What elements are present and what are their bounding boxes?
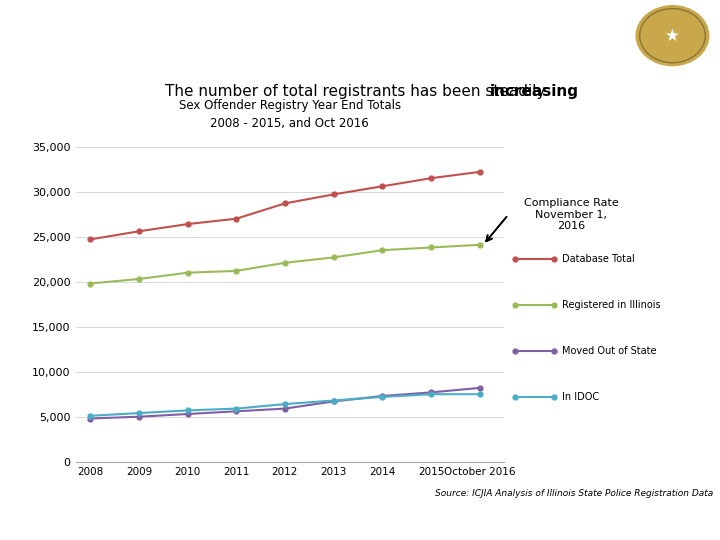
In IDOC bbox=[427, 391, 436, 397]
Text: ★: ★ bbox=[665, 26, 680, 45]
Registered in Illinois bbox=[427, 244, 436, 251]
Registered in Illinois bbox=[86, 280, 94, 287]
In IDOC bbox=[329, 397, 338, 404]
Database Total bbox=[232, 215, 240, 222]
Moved Out of State bbox=[427, 389, 436, 396]
Registered in Illinois bbox=[232, 268, 240, 274]
Text: The number of total registrants has been steadily increasing: The number of total registrants has been… bbox=[128, 84, 592, 99]
Text: The number of total registrants has been steadily: The number of total registrants has been… bbox=[165, 84, 550, 99]
In IDOC bbox=[378, 394, 387, 400]
In IDOC bbox=[184, 407, 192, 414]
Line: In IDOC: In IDOC bbox=[88, 392, 482, 418]
Moved Out of State bbox=[378, 393, 387, 399]
Database Total bbox=[135, 228, 143, 234]
Text: Compliance Rate
November 1,
2016: Compliance Rate November 1, 2016 bbox=[524, 198, 618, 231]
Line: Registered in Illinois: Registered in Illinois bbox=[88, 242, 482, 286]
Registered in Illinois bbox=[378, 247, 387, 253]
Moved Out of State bbox=[475, 384, 484, 391]
Database Total bbox=[378, 183, 387, 190]
Registered in Illinois bbox=[475, 241, 484, 248]
Database Total bbox=[184, 221, 192, 227]
Line: Database Total: Database Total bbox=[88, 170, 482, 242]
Text: Moved Out of State: Moved Out of State bbox=[562, 346, 656, 356]
Moved Out of State bbox=[86, 415, 94, 422]
In IDOC bbox=[135, 410, 143, 416]
Moved Out of State bbox=[184, 411, 192, 417]
Database Total bbox=[427, 175, 436, 181]
Text: Database Total: Database Total bbox=[562, 254, 634, 264]
Registered in Illinois bbox=[329, 254, 338, 261]
Moved Out of State bbox=[232, 408, 240, 415]
Registered in Illinois bbox=[281, 260, 289, 266]
Database Total bbox=[475, 168, 484, 175]
In IDOC bbox=[86, 413, 94, 419]
In IDOC bbox=[232, 406, 240, 412]
Moved Out of State bbox=[281, 406, 289, 412]
Text: In IDOC: In IDOC bbox=[562, 392, 599, 402]
Text: 12/6/2020 | Illinois Criminal Justice Information Authority | 14: 12/6/2020 | Illinois Criminal Justice In… bbox=[199, 517, 521, 528]
Circle shape bbox=[636, 6, 708, 65]
Text: increasing: increasing bbox=[490, 84, 579, 99]
Title: Sex Offender Registry Year End Totals
2008 - 2015, and Oct 2016: Sex Offender Registry Year End Totals 20… bbox=[179, 99, 401, 130]
Moved Out of State bbox=[135, 414, 143, 420]
Database Total bbox=[86, 236, 94, 242]
Text: Source: ICJIA Analysis of Illinois State Police Registration Data: Source: ICJIA Analysis of Illinois State… bbox=[435, 489, 713, 498]
Registered in Illinois bbox=[135, 276, 143, 282]
Text: ICJIA: ICJIA bbox=[22, 20, 102, 49]
In IDOC bbox=[281, 401, 289, 407]
Moved Out of State bbox=[329, 398, 338, 404]
In IDOC bbox=[475, 391, 484, 397]
Database Total bbox=[281, 200, 289, 207]
Registered in Illinois bbox=[184, 269, 192, 276]
Database Total bbox=[329, 191, 338, 198]
Line: Moved Out of State: Moved Out of State bbox=[88, 386, 482, 421]
Text: Registered in Illinois: Registered in Illinois bbox=[562, 300, 660, 310]
